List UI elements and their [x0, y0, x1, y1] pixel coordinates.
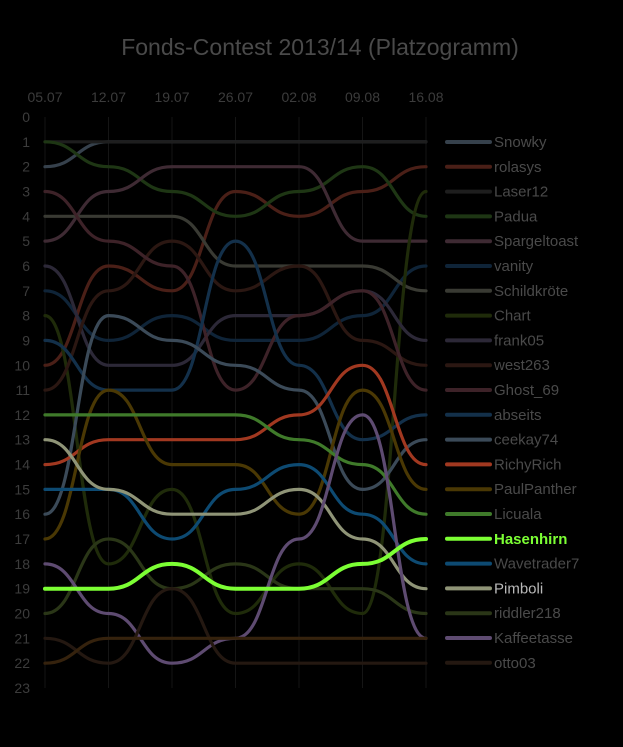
legend-label: Padua: [494, 208, 538, 225]
y-tick-label: 3: [22, 183, 30, 199]
x-axis-ticks: 05.07 12.07 19.07 26.07 02.08 09.08 16.08: [27, 89, 443, 105]
y-tick-label: 7: [22, 283, 30, 299]
legend-label: Licuala: [494, 506, 542, 523]
x-tick-label: 19.07: [154, 89, 189, 105]
legend-label: frank05: [494, 332, 544, 349]
series-line: [43, 214, 428, 293]
legend: Snowky rolasys Laser12 Padua Spargeltoast van…: [445, 134, 579, 672]
legend-label: Wavetrader7: [494, 556, 579, 573]
legend-label: RichyRich: [494, 456, 562, 473]
series-line: [43, 388, 428, 541]
grid: [44, 117, 427, 688]
chart-title: Fonds-Contest 2013/14 (Platzogramm): [121, 34, 519, 60]
x-tick-label: 26.07: [218, 89, 253, 105]
legend-label: ceekay74: [494, 432, 558, 449]
y-tick-label: 19: [14, 581, 30, 597]
y-tick-label: 15: [14, 481, 30, 497]
series-line: [43, 587, 428, 665]
series-line: [43, 140, 428, 218]
y-tick-label: 0: [22, 109, 30, 125]
x-tick-label: 12.07: [91, 89, 126, 105]
legend-label: riddler218: [494, 605, 561, 622]
legend-label: PaulPanther: [494, 481, 577, 498]
series-line: [43, 165, 428, 367]
series-line: [43, 438, 428, 591]
y-tick-label: 6: [22, 258, 30, 274]
legend-label: Spargeltoast: [494, 233, 579, 250]
y-tick-label: 11: [15, 382, 30, 398]
y-tick-label: 16: [14, 506, 30, 522]
series-line: [43, 165, 428, 243]
y-tick-label: 13: [14, 432, 30, 448]
legend-label: Snowky: [494, 134, 547, 151]
y-tick-label: 20: [14, 606, 30, 622]
series-line: [43, 537, 428, 616]
series-line: [43, 264, 428, 342]
series-line: [43, 636, 428, 665]
legend-label: otto03: [494, 655, 536, 672]
series-line: [43, 189, 428, 616]
y-tick-label: 9: [22, 332, 30, 348]
y-tick-label: 4: [22, 208, 30, 224]
series-line: [43, 239, 428, 392]
legend-label: Schildkröte: [494, 283, 568, 300]
series-line: [43, 363, 428, 467]
legend-label: abseits: [494, 407, 542, 424]
y-tick-label: 23: [14, 680, 30, 696]
y-tick-label: 18: [14, 556, 30, 572]
y-tick-label: 8: [22, 308, 30, 324]
y-tick-label: 22: [14, 655, 30, 671]
y-tick-label: 14: [14, 457, 30, 473]
legend-label: Ghost_69: [494, 382, 559, 399]
series-line: [43, 189, 428, 392]
series-line: [43, 537, 428, 591]
y-tick-label: 17: [14, 531, 30, 547]
legend-label: rolasys: [494, 159, 542, 176]
y-tick-label: 10: [14, 357, 30, 373]
x-tick-label: 16.08: [408, 89, 443, 105]
x-tick-label: 09.08: [345, 89, 380, 105]
series-line: [43, 413, 428, 516]
legend-label: Kaffeetasse: [494, 630, 573, 647]
x-tick-label: 02.08: [281, 89, 316, 105]
legend-label: west263: [493, 357, 550, 374]
y-tick-label: 2: [22, 159, 30, 175]
series-lines: [43, 140, 428, 665]
legend-label: vanity: [494, 258, 534, 275]
y-tick-label: 12: [14, 407, 30, 423]
y-tick-label: 21: [14, 630, 30, 646]
series-line: [43, 413, 428, 665]
legend-label: Hasenhirn: [494, 531, 567, 548]
y-tick-label: 1: [22, 134, 30, 150]
y-tick-label: 5: [22, 233, 30, 249]
legend-label: Pimboli: [494, 580, 543, 597]
legend-label: Laser12: [494, 184, 548, 201]
x-tick-label: 05.07: [27, 89, 62, 105]
legend-label: Chart: [494, 308, 532, 325]
series-line: [43, 314, 428, 516]
